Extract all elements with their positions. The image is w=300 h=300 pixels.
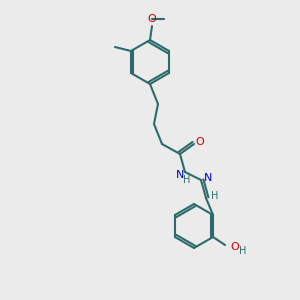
Text: O: O [148,14,156,24]
Text: O: O [196,137,204,147]
Text: H: H [211,191,219,201]
Text: H: H [239,246,246,256]
Text: O: O [230,242,239,252]
Text: H: H [183,175,191,185]
Text: N: N [204,173,212,183]
Text: N: N [176,170,184,180]
